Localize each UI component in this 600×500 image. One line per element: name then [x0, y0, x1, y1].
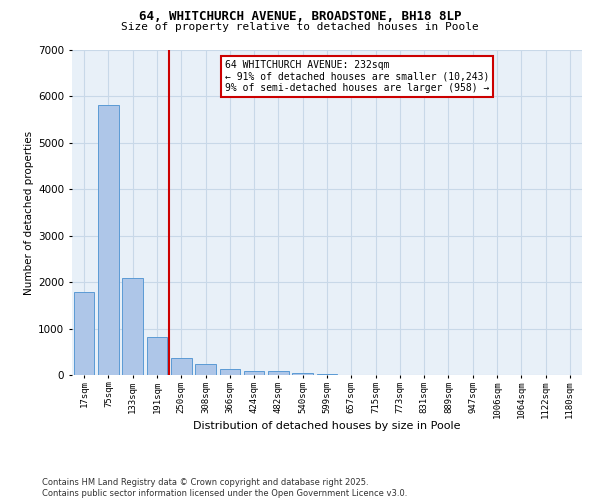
- Bar: [317, 374, 337, 375]
- X-axis label: Distribution of detached houses by size in Poole: Distribution of detached houses by size …: [193, 421, 461, 431]
- Bar: [268, 372, 289, 375]
- Text: Size of property relative to detached houses in Poole: Size of property relative to detached ho…: [121, 22, 479, 32]
- Bar: [244, 371, 265, 375]
- Bar: [292, 374, 313, 375]
- Bar: [195, 364, 216, 375]
- Bar: [74, 292, 94, 375]
- Bar: [171, 358, 191, 375]
- Bar: [122, 278, 143, 375]
- Text: 64 WHITCHURCH AVENUE: 232sqm
← 91% of detached houses are smaller (10,243)
9% of: 64 WHITCHURCH AVENUE: 232sqm ← 91% of de…: [225, 60, 490, 93]
- Bar: [220, 368, 240, 375]
- Y-axis label: Number of detached properties: Number of detached properties: [24, 130, 34, 294]
- Bar: [146, 337, 167, 375]
- Text: 64, WHITCHURCH AVENUE, BROADSTONE, BH18 8LP: 64, WHITCHURCH AVENUE, BROADSTONE, BH18 …: [139, 10, 461, 23]
- Bar: [98, 105, 119, 375]
- Text: Contains HM Land Registry data © Crown copyright and database right 2025.
Contai: Contains HM Land Registry data © Crown c…: [42, 478, 407, 498]
